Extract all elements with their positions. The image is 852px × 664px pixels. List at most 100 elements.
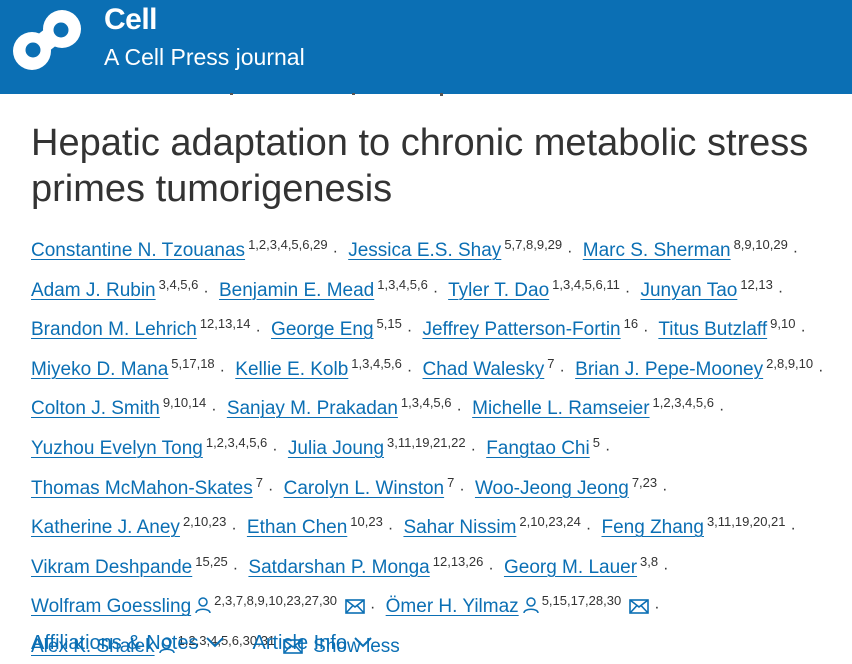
author: Yuzhou Evelyn Tong 1,2,3,4,5,6	[31, 434, 268, 459]
author-name-link[interactable]: Kellie E. Kolb	[235, 358, 349, 380]
author-name-link[interactable]: Jessica E.S. Shay	[348, 240, 502, 261]
author-separator: ·	[567, 243, 573, 260]
author-name-link[interactable]: Junyan Tao	[640, 279, 738, 301]
author-name-link[interactable]: Adam J. Rubin	[31, 279, 156, 301]
author-separator: ·	[818, 361, 824, 379]
brand-name: Cell	[104, 3, 158, 36]
author-name-link[interactable]: Ömer H. Yilmaz	[385, 596, 519, 618]
author-separator: ·	[211, 401, 217, 419]
author: Katherine J. Aney 2,10,23	[31, 514, 227, 539]
author: Brian J. Pepe-Mooney 2,8,9,10	[575, 355, 814, 380]
author: Satdarshan P. Monga 12,13,26	[248, 554, 483, 578]
author-name-link[interactable]: Georg M. Lauer	[503, 556, 638, 578]
author-separator: ·	[624, 282, 631, 300]
author-name-link[interactable]: Yuzhou Evelyn Tong	[31, 437, 203, 459]
author-name-link[interactable]: Brian J. Pepe-Mooney	[575, 358, 764, 380]
affiliation-numbers: 15,25	[195, 553, 228, 569]
affiliation-numbers: 9,10	[770, 316, 796, 332]
person-icon[interactable]	[158, 637, 175, 654]
mail-icon[interactable]	[629, 599, 650, 615]
author-name-link[interactable]: Satdarshan P. Monga	[248, 556, 430, 578]
author-separator: ·	[267, 480, 274, 498]
person-icon[interactable]	[195, 597, 211, 614]
author: Michelle L. Ramseier 1,2,3,4,5,6	[472, 395, 714, 420]
author: Junyan Tao 12,13	[640, 277, 772, 301]
author: Marc S. Sherman 8,9,10,29	[582, 237, 788, 261]
author-name-link[interactable]: Titus Butzlaff	[658, 319, 768, 341]
affiliation-numbers: 3,4,5,6	[158, 276, 199, 292]
author-separator: ·	[777, 282, 784, 300]
author-separator: ·	[432, 282, 439, 300]
author-name-link[interactable]: Miyeko D. Mana	[31, 358, 169, 380]
author-separator: ·	[272, 440, 278, 458]
author-name-link[interactable]: George Eng	[271, 319, 374, 341]
author: Feng Zhang 3,11,19,20,21	[601, 514, 785, 539]
affiliation-numbers: 5,15	[376, 316, 402, 332]
author-separator: ·	[456, 401, 462, 419]
author-separator: ·	[643, 322, 649, 340]
author-separator: ·	[459, 480, 465, 498]
author: Vikram Deshpande 15,25	[31, 553, 228, 578]
author-separator: ·	[406, 322, 413, 340]
author: Chad Walesky 7	[422, 355, 555, 380]
author-name-link[interactable]: Jeffrey Patterson-Fortin	[422, 319, 621, 341]
affiliation-numbers: 7	[547, 355, 555, 371]
author: Julia Joung 3,11,19,21,22	[287, 435, 466, 459]
author: Sahar Nissim 2,10,23,24	[403, 514, 580, 539]
author-name-link[interactable]: Fangtao Chi	[486, 437, 590, 459]
author-name-link[interactable]: Julia Joung	[287, 437, 385, 459]
author: Woo-Jeong Jeong 7,23	[474, 474, 658, 499]
author-name-link[interactable]: Sahar Nissim	[403, 517, 517, 539]
author-name-link[interactable]: Carolyn L. Winston	[283, 477, 445, 499]
author-name-link[interactable]: Sanjay M. Prakadan	[226, 398, 398, 420]
affiliations-notes-toggle[interactable]: Affiliations & Notes	[31, 630, 225, 656]
author-separator: ·	[203, 282, 209, 300]
author-name-link[interactable]: Benjamin E. Mead	[219, 279, 375, 301]
affiliation-numbers: 7,23	[631, 474, 658, 490]
journal-header: Cell A Cell Press journal	[0, 0, 852, 94]
author-name-link[interactable]: Vikram Deshpande	[31, 556, 193, 578]
cell-logo-icon[interactable]	[10, 4, 84, 76]
author-separator: ·	[387, 520, 394, 538]
show-less-link[interactable]: Show less	[313, 635, 400, 657]
brand[interactable]: Cell A Cell Press journal	[104, 2, 305, 71]
header-edge-marks	[230, 93, 443, 96]
affiliation-numbers: 1,2,3,4,5,6	[205, 434, 268, 450]
author-name-link[interactable]: Chad Walesky	[422, 358, 545, 380]
author-name-link[interactable]: Colton J. Smith	[31, 398, 160, 420]
affiliation-numbers: 2,3,7,8,9,10,23,27,30	[214, 593, 338, 609]
author: Tyler T. Dao 1,3,4,5,6,11	[448, 276, 620, 301]
mail-icon[interactable]	[283, 639, 303, 654]
affiliation-numbers: 8,9,10,29	[733, 237, 788, 252]
author-name-link[interactable]: Wolfram Goessling	[31, 596, 192, 618]
author-name-link[interactable]: Thomas McMahon-Skates	[31, 477, 253, 499]
article-info-toggle[interactable]: Article Info	[253, 630, 373, 656]
author-name-link[interactable]: Constantine N. Tzouanas	[31, 240, 246, 261]
affiliation-numbers: 2,10,23	[182, 514, 227, 530]
affiliation-numbers: 1,3,4,5,6	[351, 355, 402, 371]
author: Ethan Chen 10,23	[246, 514, 383, 539]
affiliation-numbers: 12,13,14	[199, 316, 251, 332]
author-name-link[interactable]: Feng Zhang	[601, 517, 704, 539]
author-separator: ·	[559, 361, 565, 379]
affiliation-numbers: 10,23	[350, 514, 383, 530]
author-name-link[interactable]: Alex K. Shalek	[31, 635, 155, 657]
affiliation-numbers: 7	[255, 474, 263, 490]
affiliation-numbers: 2,8,9,10	[766, 355, 814, 371]
person-icon[interactable]	[522, 597, 539, 614]
author: George Eng 5,15	[271, 316, 402, 341]
mail-icon[interactable]	[345, 599, 365, 615]
author-name-link[interactable]: Michelle L. Ramseier	[472, 398, 650, 420]
author-name-link[interactable]: Brandon M. Lehrich	[31, 319, 197, 341]
affiliation-numbers: 1,2,3,4,5,6	[652, 395, 714, 411]
affiliation-numbers: 1,3,4,5,6,11	[552, 276, 620, 292]
author-name-link[interactable]: Woo-Jeong Jeong	[474, 477, 629, 499]
affiliation-numbers: 1,3,4,5,6	[377, 276, 428, 292]
author-name-link[interactable]: Tyler T. Dao	[448, 279, 550, 301]
brand-subtitle: A Cell Press journal	[104, 44, 305, 70]
affiliation-numbers: 5,7,8,9,29	[504, 237, 563, 252]
author-name-link[interactable]: Ethan Chen	[246, 517, 348, 539]
author-name-link[interactable]: Katherine J. Aney	[31, 517, 180, 539]
author-name-link[interactable]: Marc S. Sherman	[582, 240, 731, 261]
affiliation-numbers: 16	[623, 316, 639, 332]
